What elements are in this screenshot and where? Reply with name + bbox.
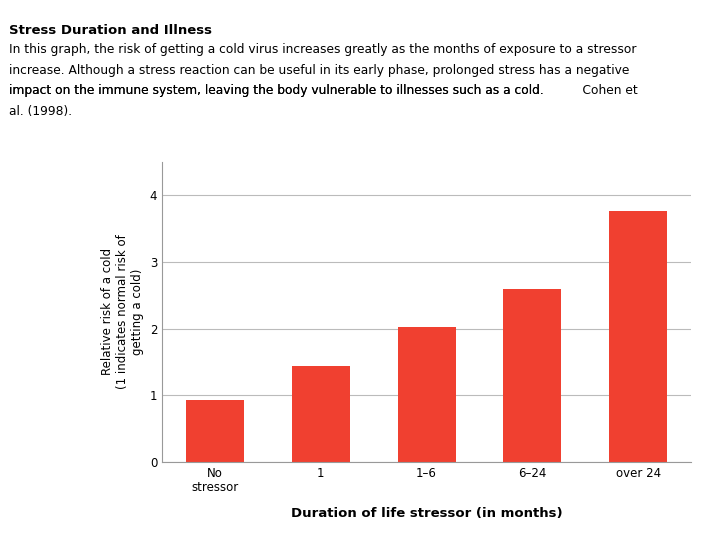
Text: impact on the immune system, leaving the body vulnerable to illnesses such as a : impact on the immune system, leaving the… [9, 84, 638, 97]
X-axis label: Duration of life stressor (in months): Duration of life stressor (in months) [291, 508, 562, 521]
Bar [503, 288, 562, 462]
Text: Stress Duration and Illness: Stress Duration and Illness [9, 24, 212, 37]
Text: al. (1998).: al. (1998). [9, 105, 73, 118]
Y-axis label: Relative risk of a cold
(1 indicates normal risk of
getting a cold): Relative risk of a cold (1 indicates nor… [101, 234, 144, 389]
Bar [186, 401, 244, 462]
Bar [292, 367, 350, 462]
Bar [397, 327, 456, 462]
Text: increase. Although a stress reaction can be useful in its early phase, prolonged: increase. Although a stress reaction can… [9, 64, 630, 77]
Text: In this graph, the risk of getting a cold virus increases greatly as the months : In this graph, the risk of getting a col… [9, 43, 637, 56]
Bar [609, 211, 667, 462]
Text: impact on the immune system, leaving the body vulnerable to illnesses such as a : impact on the immune system, leaving the… [9, 84, 552, 97]
